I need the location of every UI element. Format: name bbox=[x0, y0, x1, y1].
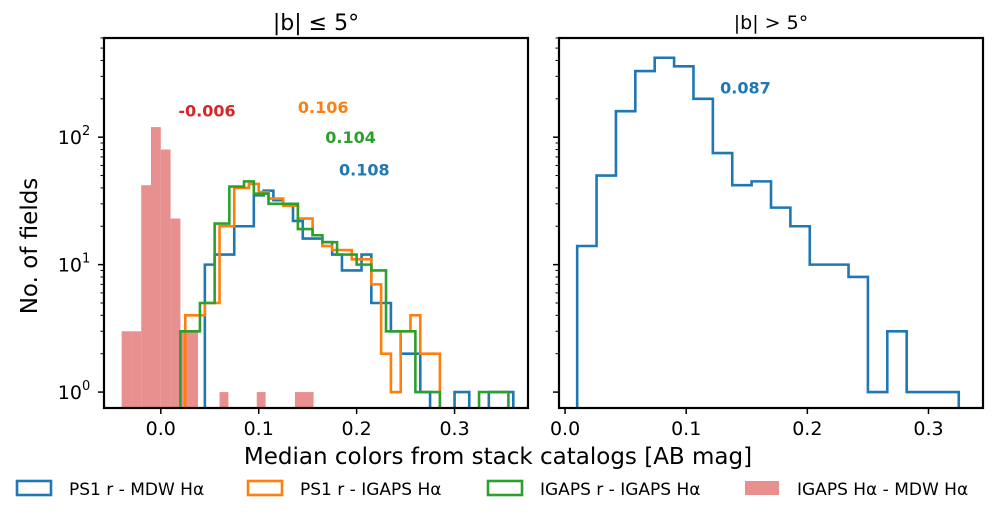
right-panel-title: |b| > 5° bbox=[734, 12, 808, 34]
y-tick-label-1: 101 bbox=[58, 252, 90, 277]
legend-label-ps1-r-igaps-halpha: PS1 r - IGAPS Hα bbox=[300, 480, 441, 500]
left-x-tick-label-2: 0.2 bbox=[342, 418, 372, 440]
bar-igaps-halpha-mdw-halpha-0 bbox=[121, 331, 132, 408]
bar-igaps-halpha-mdw-halpha-5 bbox=[170, 218, 181, 408]
right-panel-marks: 0.087 bbox=[575, 56, 961, 408]
y-axis-label: No. of fields bbox=[17, 178, 43, 315]
bar-igaps-halpha-mdw-halpha-extra-0 bbox=[189, 331, 199, 408]
bar-igaps-halpha-mdw-halpha-2 bbox=[141, 185, 152, 408]
bar-igaps-halpha-mdw-halpha-extra-1 bbox=[219, 392, 229, 408]
legend-label-ps1-r-mdw-halpha: PS1 r - MDW Hα bbox=[69, 480, 204, 500]
right-x-tick-label-2: 0.2 bbox=[792, 418, 822, 440]
legend-swatch-ps1-r-mdw-halpha bbox=[15, 479, 53, 497]
legend-label-igaps-r-igaps-halpha: IGAPS r - IGAPS Hα bbox=[540, 480, 700, 500]
step-line-ps1-r-mdw-halpha-extra-0 bbox=[453, 390, 471, 408]
y-tick-label-2: 102 bbox=[58, 124, 90, 149]
right-x-tick-label-0: 0.0 bbox=[550, 418, 580, 440]
left-x-tick-label-3: 0.3 bbox=[439, 418, 469, 440]
x-axis-label: Median colors from stack catalogs [AB ma… bbox=[244, 444, 752, 470]
bar-igaps-halpha-mdw-halpha-extra-3 bbox=[294, 392, 314, 408]
right-x-tick-label-3: 0.3 bbox=[913, 418, 943, 440]
bar-igaps-halpha-mdw-halpha-4 bbox=[160, 149, 171, 408]
bar-igaps-halpha-mdw-halpha-3 bbox=[151, 127, 161, 408]
right-panel-ticks: 0.0 0.1 0.2 0.3 bbox=[550, 37, 944, 440]
bar-igaps-halpha-mdw-halpha-extra-2 bbox=[256, 392, 266, 408]
y-tick-label-0: 100 bbox=[58, 379, 90, 404]
step-line-ps1-r-mdw-halpha bbox=[203, 189, 432, 408]
left-panel-marks: -0.006 0.106 0.104 0.108 bbox=[121, 98, 515, 408]
left-x-tick-label-0: 0.0 bbox=[146, 418, 176, 440]
legend-swatch-igaps-r-igaps-halpha bbox=[486, 479, 524, 497]
legend: PS1 r - MDW Hα PS1 r - IGAPS Hα IGAPS r - … bbox=[15, 479, 968, 500]
left-annotation-2: 0.104 bbox=[325, 128, 376, 147]
left-panel-frame bbox=[102, 36, 530, 410]
right-panel: 0.087 0.0 0.1 0.2 0.3 |b| > 5° bbox=[550, 12, 985, 440]
legend-swatch-ps1-r-igaps-halpha bbox=[246, 479, 284, 497]
left-x-tick-label-1: 0.1 bbox=[244, 418, 274, 440]
bar-igaps-halpha-mdw-halpha-1 bbox=[131, 331, 142, 408]
right-annotation-0: 0.087 bbox=[720, 79, 771, 98]
left-annotation-0: -0.006 bbox=[178, 102, 235, 121]
left-annotation-1: 0.106 bbox=[298, 98, 349, 117]
step-line-igaps-r-igaps-halpha-extra-0 bbox=[477, 390, 510, 408]
step-line-ps1-r-mdw-halpha bbox=[575, 56, 961, 408]
left-panel-title: |b| ≤ 5° bbox=[273, 11, 359, 36]
right-panel-frame bbox=[557, 36, 985, 410]
left-panel-ticks: 0.0 0.1 0.2 0.3 100 101 102 bbox=[58, 37, 470, 440]
step-line-igaps-r-igaps-halpha bbox=[179, 180, 442, 408]
legend-swatch-igaps-halpha-mdw-halpha bbox=[745, 481, 779, 495]
left-annotation-3: 0.108 bbox=[339, 161, 390, 180]
right-x-tick-label-1: 0.1 bbox=[671, 418, 701, 440]
step-line-ps1-r-igaps-halpha bbox=[183, 182, 442, 408]
left-panel: -0.006 0.106 0.104 0.108 0.0 0.1 0.2 0.3 100 101… bbox=[17, 11, 530, 440]
legend-label-igaps-halpha-mdw-halpha: IGAPS Hα - MDW Hα bbox=[797, 480, 968, 500]
